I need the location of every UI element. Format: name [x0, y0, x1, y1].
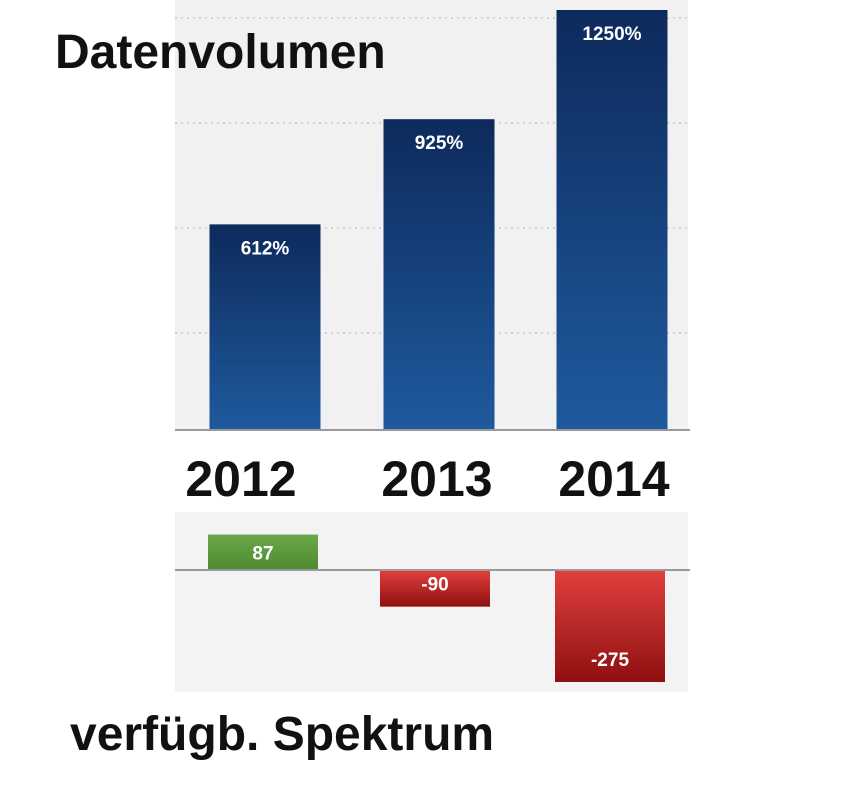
data-label-spektrum-2012: 87 — [252, 543, 273, 564]
bottom-chart-title: verfügb. Spektrum — [70, 708, 494, 761]
data-label-datenvolumen-2014: 1250% — [582, 24, 641, 45]
top-bars: 612% 925% 1250% — [209, 10, 668, 430]
x-tick-label-2014: 2014 — [558, 451, 669, 507]
bar-spektrum-2014 — [555, 570, 665, 682]
data-label-spektrum-2014: -275 — [591, 650, 629, 671]
bar-datenvolumen-2012 — [209, 224, 321, 430]
bar-spektrum-2013 — [380, 570, 490, 607]
bottom-bars: 87 -90 -275 — [208, 534, 665, 682]
x-tick-label-2012: 2012 — [185, 451, 296, 507]
top-chart-title: Datenvolumen — [55, 26, 386, 79]
bar-datenvolumen-2014 — [556, 10, 668, 430]
bar-spektrum-2012 — [208, 534, 318, 570]
bar-datenvolumen-2013 — [383, 119, 495, 430]
data-label-spektrum-2013: -90 — [421, 575, 448, 596]
data-label-datenvolumen-2012: 612% — [241, 238, 290, 259]
x-tick-label-2013: 2013 — [381, 451, 492, 507]
data-label-datenvolumen-2013: 925% — [415, 133, 464, 154]
